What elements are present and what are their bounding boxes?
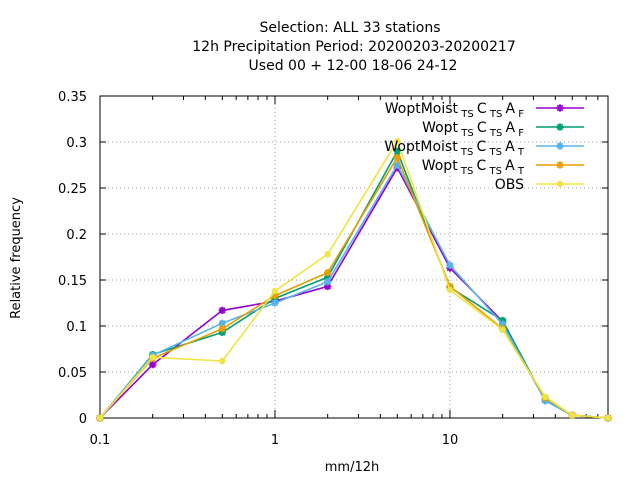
data-point [393, 147, 401, 155]
data-point [393, 154, 401, 162]
series-line [99, 167, 609, 419]
legend-marker [556, 180, 564, 188]
y-tick-label: 0.2 [66, 228, 87, 243]
data-point [446, 286, 454, 294]
y-axis-label: Relative frequency [9, 197, 24, 319]
title-line-3: Used 00 + 12-00 18-06 24-12 [249, 58, 458, 74]
data-point [394, 137, 401, 145]
data-point [218, 319, 226, 327]
legend-entry-1: Wopt TS C TS A F [422, 120, 584, 139]
chart-title: Selection: ALL 33 stations 12h Precipita… [192, 20, 515, 74]
legend-label: Wopt TS C TS A T [422, 158, 525, 177]
y-tick-label: 0.15 [58, 274, 87, 289]
grid-lines [100, 96, 608, 418]
legend-marker [556, 104, 564, 112]
legend-entry-3: Wopt TS C TS A T [422, 158, 584, 177]
series-line [99, 156, 609, 419]
data-point [446, 261, 454, 269]
plot-frame [99, 95, 609, 419]
y-tick-label: 0.1 [66, 320, 87, 335]
series-2 [96, 161, 612, 422]
y-tick-label: 0.3 [66, 136, 87, 151]
data-point [271, 287, 279, 295]
legend-entry-2: WoptMoist TS C TS A T [384, 139, 584, 158]
legend-label: OBS [495, 177, 524, 193]
y-tick-label: 0.05 [58, 366, 87, 381]
data-point [149, 354, 156, 361]
data-point [324, 278, 332, 286]
data-series [96, 137, 612, 422]
data-point [541, 393, 549, 401]
legend-marker [556, 123, 564, 131]
legend-label: WoptMoist TS C TS A F [385, 101, 524, 120]
data-point [218, 306, 226, 314]
x-axis-label: mm/12h [325, 460, 380, 475]
title-line-1: Selection: ALL 33 stations [259, 20, 440, 36]
legend: WoptMoist TS C TS A F Wopt TS C TS A F W… [384, 101, 584, 193]
data-point [219, 357, 226, 365]
data-point [499, 326, 506, 333]
data-point [324, 251, 331, 258]
y-tick-label: 0.25 [58, 182, 87, 197]
data-point [604, 414, 612, 422]
x-tick-label: 0.1 [90, 433, 111, 448]
x-tick-label: 1 [271, 433, 279, 448]
legend-label: WoptMoist TS C TS A T [384, 139, 524, 158]
series-line [99, 164, 609, 419]
x-tick-label: 10 [442, 433, 459, 448]
legend-marker [556, 161, 564, 169]
series-0 [96, 164, 612, 422]
legend-marker [556, 142, 564, 150]
y-tick-label: 0.35 [58, 90, 87, 105]
data-point [96, 414, 104, 422]
series-4 [96, 137, 612, 422]
title-line-2: 12h Precipitation Period: 20200203-20200… [192, 39, 515, 55]
data-point [149, 361, 157, 369]
y-tick-label: 0 [79, 412, 87, 427]
series-3 [96, 154, 612, 422]
data-point [569, 412, 576, 419]
axes: 0 0.05 0.1 0.15 0.2 0.25 0.3 0.35 0.1 1 10 [58, 90, 609, 448]
data-point [324, 269, 332, 277]
data-point [271, 299, 279, 307]
legend-label: Wopt TS C TS A F [422, 120, 524, 139]
data-point [218, 325, 226, 333]
legend-entry-4: OBS [495, 177, 584, 193]
legend-entry-0: WoptMoist TS C TS A F [385, 101, 584, 120]
